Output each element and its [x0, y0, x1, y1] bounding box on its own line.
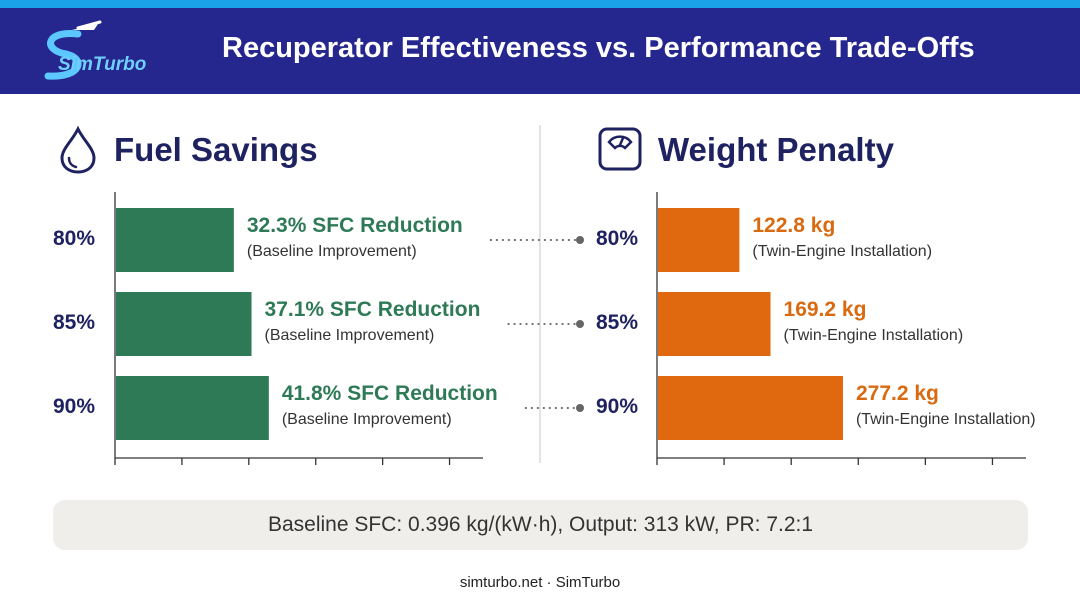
- fuel-data-sublabel: (Baseline Improvement): [264, 327, 435, 344]
- fuel-category-label: 80%: [53, 227, 96, 250]
- scale-icon: [598, 127, 642, 171]
- water-drop-icon: [60, 125, 96, 174]
- fuel-data-sublabel: (Baseline Improvement): [246, 243, 417, 260]
- weight-bar: [658, 376, 843, 440]
- header-bar: SimTurbo Recuperator Effectiveness vs. P…: [0, 8, 1080, 94]
- fuel-bar: [116, 292, 252, 356]
- weight-bar: [658, 292, 771, 356]
- weight-category-label: 85%: [596, 311, 639, 334]
- fuel-data-label: 37.1% SFC Reduction: [264, 298, 481, 321]
- fuel-data-label: 32.3% SFC Reduction: [246, 214, 463, 237]
- page-title: Recuperator Effectiveness vs. Performanc…: [222, 32, 975, 64]
- weight-penalty-title: Weight Penalty: [658, 131, 894, 168]
- fuel-data-sublabel: (Baseline Improvement): [281, 411, 452, 428]
- row-connector-dot: [576, 320, 584, 328]
- weight-data-label: 169.2 kg: [783, 298, 867, 321]
- weight-category-label: 80%: [596, 227, 639, 250]
- baseline-info: Baseline SFC: 0.396 kg/(kW·h), Output: 3…: [53, 500, 1028, 550]
- footer-credit: simturbo.net · SimTurbo: [459, 574, 621, 591]
- weight-data-label: 122.8 kg: [752, 214, 836, 237]
- weight-data-sublabel: (Twin-Engine Installation): [752, 243, 933, 260]
- simturbo-logo: [44, 20, 102, 80]
- weight-data-sublabel: (Twin-Engine Installation): [855, 411, 1036, 428]
- row-connector-dot: [576, 236, 584, 244]
- weight-category-label: 90%: [596, 395, 639, 418]
- logo-text: SimTurbo: [58, 54, 147, 75]
- row-connector-dot: [576, 404, 584, 412]
- fuel-category-label: 85%: [53, 311, 96, 334]
- accent-stripe: [0, 0, 1080, 8]
- fuel-bar: [116, 208, 234, 272]
- weight-data-label: 277.2 kg: [855, 382, 939, 405]
- fuel-category-label: 90%: [53, 395, 96, 418]
- fuel-data-label: 41.8% SFC Reduction: [281, 382, 498, 405]
- weight-bar: [658, 208, 740, 272]
- panel-divider: [539, 125, 541, 463]
- fuel-bar: [116, 376, 269, 440]
- weight-data-sublabel: (Twin-Engine Installation): [783, 327, 964, 344]
- fuel-savings-title: Fuel Savings: [114, 131, 318, 168]
